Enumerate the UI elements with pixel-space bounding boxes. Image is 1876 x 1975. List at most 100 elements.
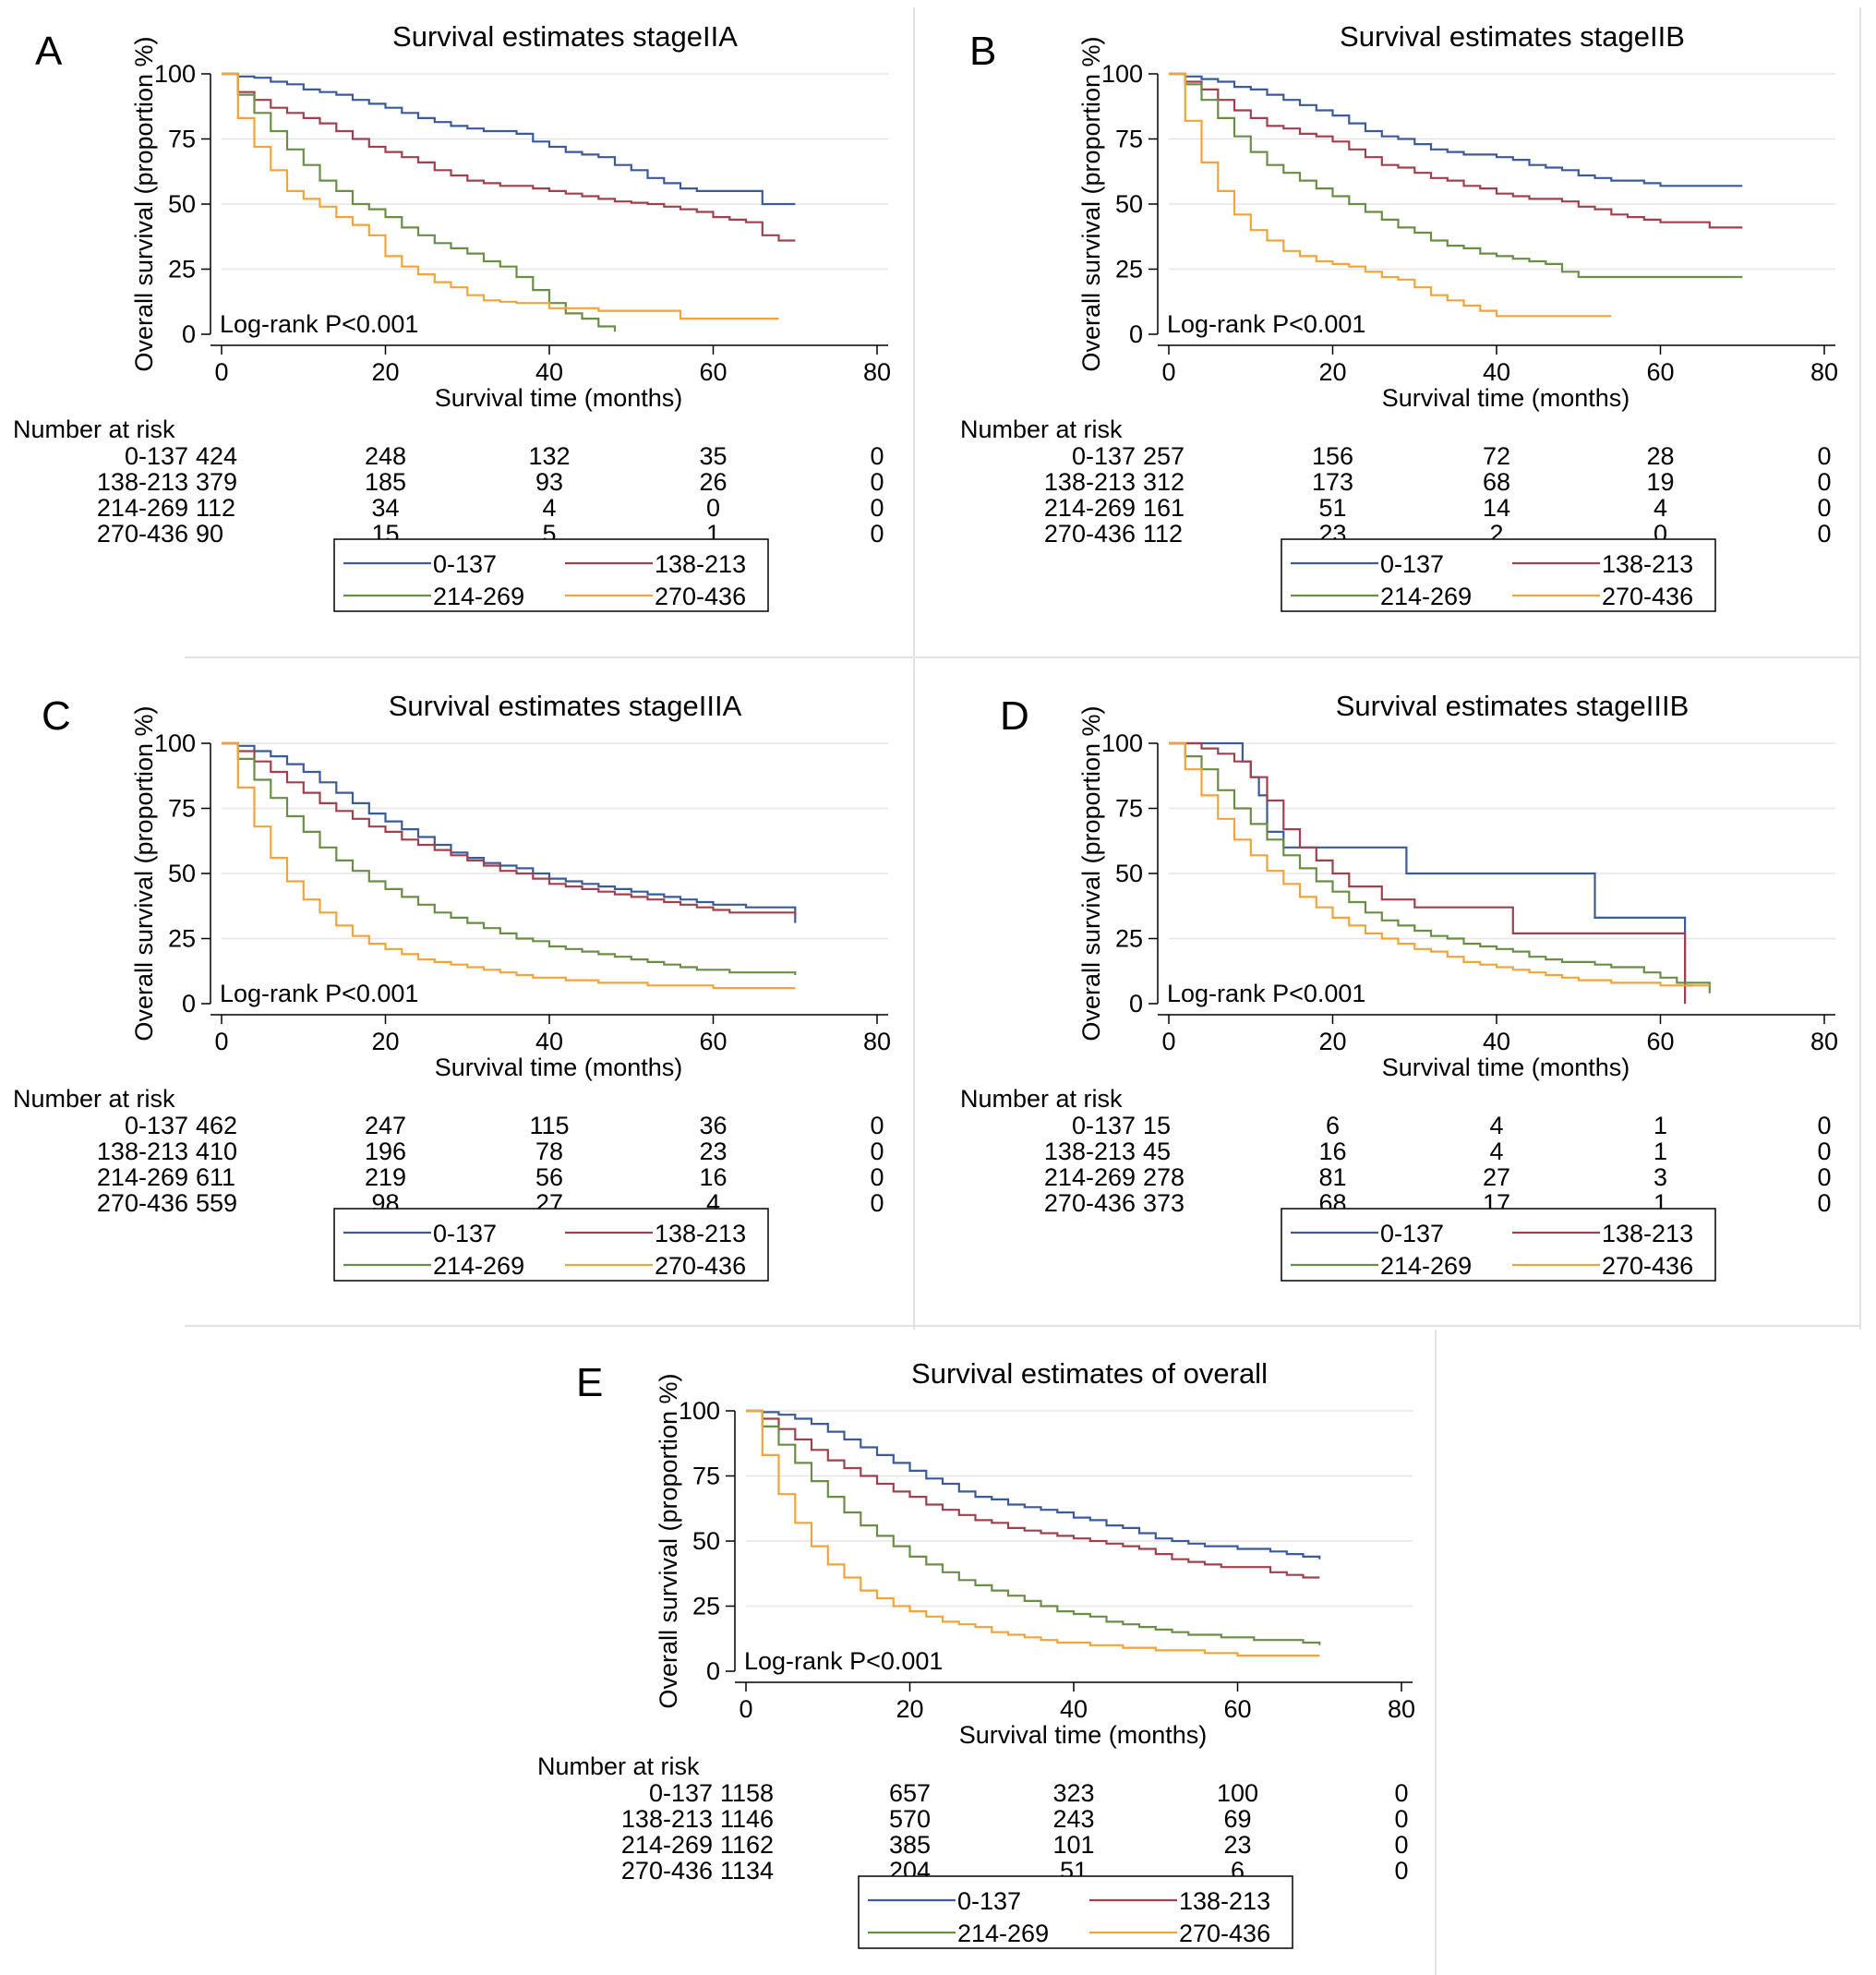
risk-value: 219 — [365, 1163, 406, 1191]
series-line-138-213 — [222, 741, 797, 916]
x-tick-label: 80 — [863, 1028, 891, 1055]
risk-value: 257 — [1143, 442, 1185, 470]
risk-group-label: 0-137 — [1072, 1112, 1136, 1139]
risk-value: 0 — [870, 1189, 884, 1217]
risk-group-label: 270-436 — [1044, 520, 1136, 548]
risk-value: 81 — [1318, 1163, 1346, 1191]
panel-letter: B — [969, 29, 996, 74]
risk-value: 16 — [1318, 1138, 1346, 1165]
risk-value: 173 — [1312, 468, 1353, 496]
risk-value: 3 — [1654, 1163, 1667, 1191]
risk-title: Number at risk — [537, 1752, 700, 1780]
risk-value: 185 — [365, 468, 406, 496]
legend-label: 270-436 — [1602, 583, 1693, 610]
risk-value: 0 — [1394, 1779, 1408, 1807]
series-line-270-436 — [1169, 72, 1612, 318]
risk-value: 373 — [1143, 1189, 1185, 1217]
legend-label: 138-213 — [1602, 1220, 1693, 1247]
x-tick-label: 0 — [1161, 358, 1175, 386]
risk-value: 19 — [1646, 468, 1674, 496]
x-tick-label: 60 — [1646, 1028, 1674, 1055]
risk-value: 0 — [870, 1138, 884, 1165]
risk-value: 23 — [1223, 1831, 1251, 1859]
risk-value: 35 — [699, 442, 727, 470]
panel-letter: C — [42, 693, 71, 739]
series-line-138-213 — [1169, 741, 1687, 1004]
risk-group-label: 214-269 — [97, 1163, 188, 1191]
y-tick-label: 50 — [1115, 190, 1143, 218]
risk-group-label: 138-213 — [97, 468, 188, 496]
risk-value: 657 — [889, 1779, 931, 1807]
legend-box — [1281, 1208, 1716, 1282]
series-line-270-436 — [1169, 741, 1710, 987]
risk-value: 0 — [1817, 442, 1831, 470]
legend-label: 0-137 — [433, 550, 497, 578]
x-tick-label: 80 — [1810, 1028, 1838, 1055]
legend-box — [858, 1875, 1293, 1949]
risk-value: 36 — [699, 1112, 727, 1139]
y-tick-label: 75 — [168, 795, 196, 823]
y-axis-label: Overall survival (proportion %) — [130, 705, 158, 1041]
risk-value: 0 — [870, 1163, 884, 1191]
risk-group-label: 214-269 — [621, 1831, 713, 1859]
y-tick-label: 0 — [1129, 320, 1143, 348]
risk-value: 559 — [196, 1189, 237, 1217]
legend-label: 270-436 — [1179, 1920, 1270, 1947]
series-line-0-137 — [746, 1409, 1321, 1560]
risk-value: 0 — [870, 1112, 884, 1139]
risk-value: 410 — [196, 1138, 237, 1165]
x-tick-label: 0 — [739, 1695, 752, 1723]
x-tick-label: 80 — [1388, 1695, 1415, 1723]
risk-value: 0 — [1394, 1857, 1408, 1885]
risk-value: 34 — [371, 494, 399, 522]
x-tick-label: 60 — [1223, 1695, 1251, 1723]
y-tick-label: 25 — [1115, 256, 1143, 283]
series-line-214-269 — [746, 1409, 1321, 1645]
y-tick-label: 25 — [1115, 925, 1143, 953]
y-tick-label: 100 — [1101, 60, 1143, 88]
legend-label: 214-269 — [1380, 1252, 1472, 1280]
x-tick-label: 40 — [1483, 1028, 1510, 1055]
risk-value: 90 — [196, 520, 223, 548]
series-line-214-269 — [1169, 741, 1711, 994]
risk-value: 26 — [699, 468, 727, 496]
risk-value: 69 — [1223, 1805, 1251, 1833]
risk-value: 1 — [1654, 1112, 1667, 1139]
risk-value: 0 — [870, 442, 884, 470]
risk-value: 93 — [535, 468, 563, 496]
panel-c: C Survival estimates stageIIIA 0 25 50 75 100 0… — [13, 690, 891, 1282]
y-tick-label: 25 — [168, 256, 196, 283]
risk-group-label: 138-213 — [1044, 468, 1136, 496]
risk-value: 424 — [196, 442, 237, 470]
risk-value: 161 — [1143, 494, 1185, 522]
series-line-270-436 — [746, 1409, 1320, 1657]
logrank-text: Log-rank P<0.001 — [220, 980, 418, 1007]
legend-label: 214-269 — [1380, 583, 1472, 610]
risk-value: 385 — [889, 1831, 931, 1859]
legend-label: 270-436 — [655, 1252, 746, 1280]
x-axis-label: Survival time (months) — [959, 1721, 1208, 1749]
panel-b: B Survival estimates stageIIB 0 25 50 75 100 0 2… — [960, 20, 1838, 612]
risk-group-label: 0-137 — [125, 1112, 188, 1139]
series-line-138-213 — [1169, 72, 1743, 229]
risk-value: 0 — [1817, 520, 1831, 548]
risk-group-label: 270-436 — [97, 520, 188, 548]
legend-label: 0-137 — [957, 1887, 1021, 1915]
risk-value: 4 — [1489, 1112, 1503, 1139]
risk-title: Number at risk — [960, 1085, 1123, 1113]
risk-value: 132 — [528, 442, 570, 470]
y-tick-label: 0 — [1129, 990, 1143, 1018]
risk-value: 323 — [1052, 1779, 1094, 1807]
risk-group-label: 270-436 — [97, 1189, 188, 1217]
legend-label: 0-137 — [1380, 550, 1444, 578]
risk-value: 28 — [1646, 442, 1674, 470]
logrank-text: Log-rank P<0.001 — [220, 310, 418, 338]
chart-title: Survival estimates stageIIIB — [1336, 690, 1690, 722]
risk-value: 112 — [1143, 520, 1183, 548]
risk-group-label: 214-269 — [1044, 1163, 1136, 1191]
risk-value: 278 — [1143, 1163, 1185, 1191]
panel-e: E Survival estimates of overall 0 25 50 75 100… — [537, 1357, 1415, 1949]
risk-value: 16 — [699, 1163, 727, 1191]
chart-title: Survival estimates stageIIIA — [389, 690, 742, 722]
